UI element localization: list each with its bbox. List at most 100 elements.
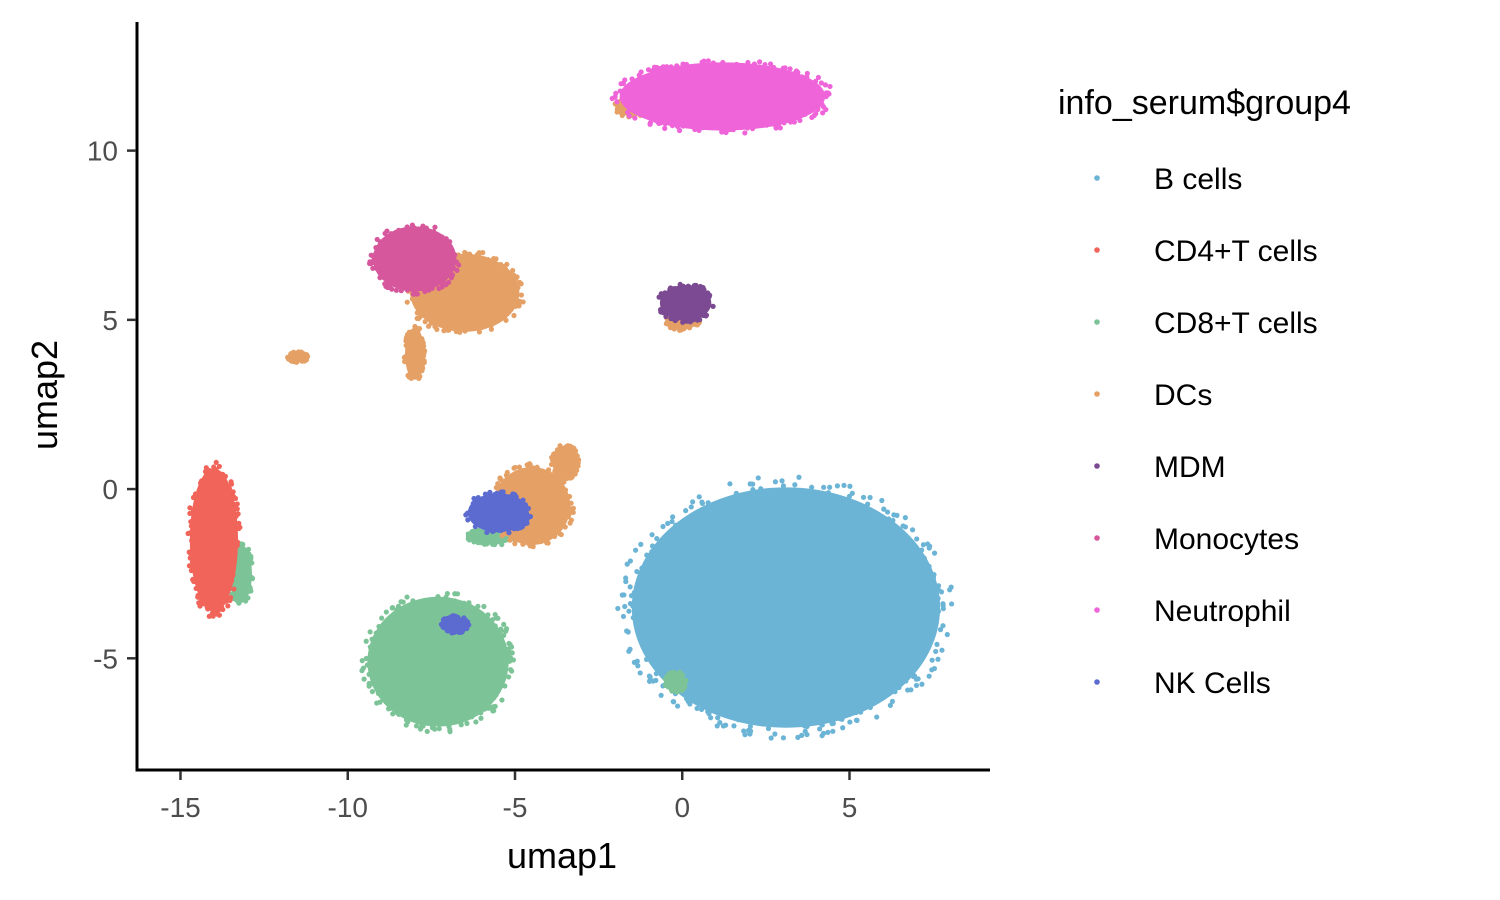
data-point — [228, 479, 234, 485]
data-point — [562, 524, 568, 530]
data-point — [197, 603, 203, 609]
legend-swatch — [1094, 175, 1100, 181]
data-point — [485, 492, 491, 499]
data-point — [533, 468, 539, 475]
data-point — [742, 130, 748, 136]
data-point — [483, 620, 489, 626]
data-point — [669, 122, 676, 129]
data-point — [670, 670, 677, 676]
data-point — [212, 467, 218, 473]
data-point — [821, 484, 827, 490]
data-point — [408, 286, 414, 292]
cluster-body — [367, 596, 509, 727]
data-point — [695, 517, 701, 523]
data-point — [455, 629, 461, 635]
data-point — [900, 523, 906, 529]
data-point — [791, 116, 797, 122]
data-point — [448, 248, 455, 254]
data-point — [903, 546, 909, 552]
data-point — [812, 78, 819, 84]
data-point — [646, 678, 653, 684]
data-point — [660, 662, 666, 668]
data-point — [623, 578, 629, 585]
data-point — [447, 726, 453, 733]
data-point — [915, 576, 922, 582]
data-point — [772, 731, 778, 737]
data-point — [436, 726, 442, 732]
data-point — [765, 725, 772, 732]
data-point — [673, 522, 679, 528]
data-point — [751, 61, 758, 67]
data-point — [853, 717, 860, 723]
data-point — [668, 315, 674, 322]
data-point — [451, 629, 458, 635]
data-point — [781, 120, 787, 126]
data-point — [653, 654, 659, 660]
data-point — [245, 595, 251, 601]
data-point — [502, 263, 508, 270]
data-point — [621, 592, 627, 598]
data-point — [404, 299, 410, 305]
data-point — [817, 726, 823, 732]
data-point — [782, 70, 788, 76]
cluster-body — [467, 493, 529, 533]
data-point — [211, 611, 217, 617]
data-point — [367, 681, 374, 687]
data-point — [653, 677, 659, 683]
data-point — [683, 508, 689, 514]
data-point — [208, 605, 214, 611]
data-point — [696, 494, 702, 500]
data-point — [663, 118, 669, 125]
data-point — [909, 527, 916, 533]
data-point — [725, 126, 731, 132]
legend-item: CD4+T cells — [1094, 235, 1318, 268]
data-point — [699, 59, 705, 65]
data-point — [566, 472, 573, 479]
data-point — [498, 261, 504, 268]
data-point — [722, 705, 728, 711]
data-point — [804, 731, 810, 738]
data-point — [245, 546, 252, 552]
data-point — [914, 536, 920, 542]
data-point — [359, 658, 365, 664]
cluster-body — [552, 445, 579, 479]
data-point — [705, 58, 711, 64]
cluster-nk-cells-0 — [463, 489, 534, 536]
data-point — [886, 519, 892, 525]
data-point — [476, 497, 482, 503]
data-point — [636, 76, 642, 82]
data-point — [401, 228, 407, 234]
data-point — [193, 497, 200, 503]
data-point — [773, 125, 779, 131]
data-point — [472, 324, 478, 330]
data-point — [447, 614, 453, 620]
data-point — [944, 631, 950, 638]
data-point — [874, 714, 880, 720]
data-point — [755, 475, 761, 481]
data-point — [499, 640, 506, 646]
data-point — [715, 705, 721, 711]
data-point — [511, 312, 517, 319]
data-point — [415, 328, 421, 334]
data-point — [511, 526, 517, 532]
data-point — [432, 726, 438, 732]
data-point — [204, 604, 210, 610]
data-point — [432, 323, 438, 330]
data-point — [686, 325, 693, 331]
data-point — [635, 663, 641, 669]
data-point — [510, 281, 516, 287]
data-point — [647, 651, 653, 657]
data-point — [537, 469, 543, 475]
data-point — [636, 72, 642, 78]
data-point — [471, 500, 478, 506]
data-point — [474, 705, 480, 711]
data-point — [369, 636, 375, 642]
data-point — [425, 718, 432, 724]
data-point — [708, 715, 714, 721]
data-point — [375, 678, 381, 684]
data-point — [806, 489, 812, 495]
data-point — [393, 287, 399, 293]
data-point — [742, 732, 748, 738]
data-point — [908, 662, 914, 669]
